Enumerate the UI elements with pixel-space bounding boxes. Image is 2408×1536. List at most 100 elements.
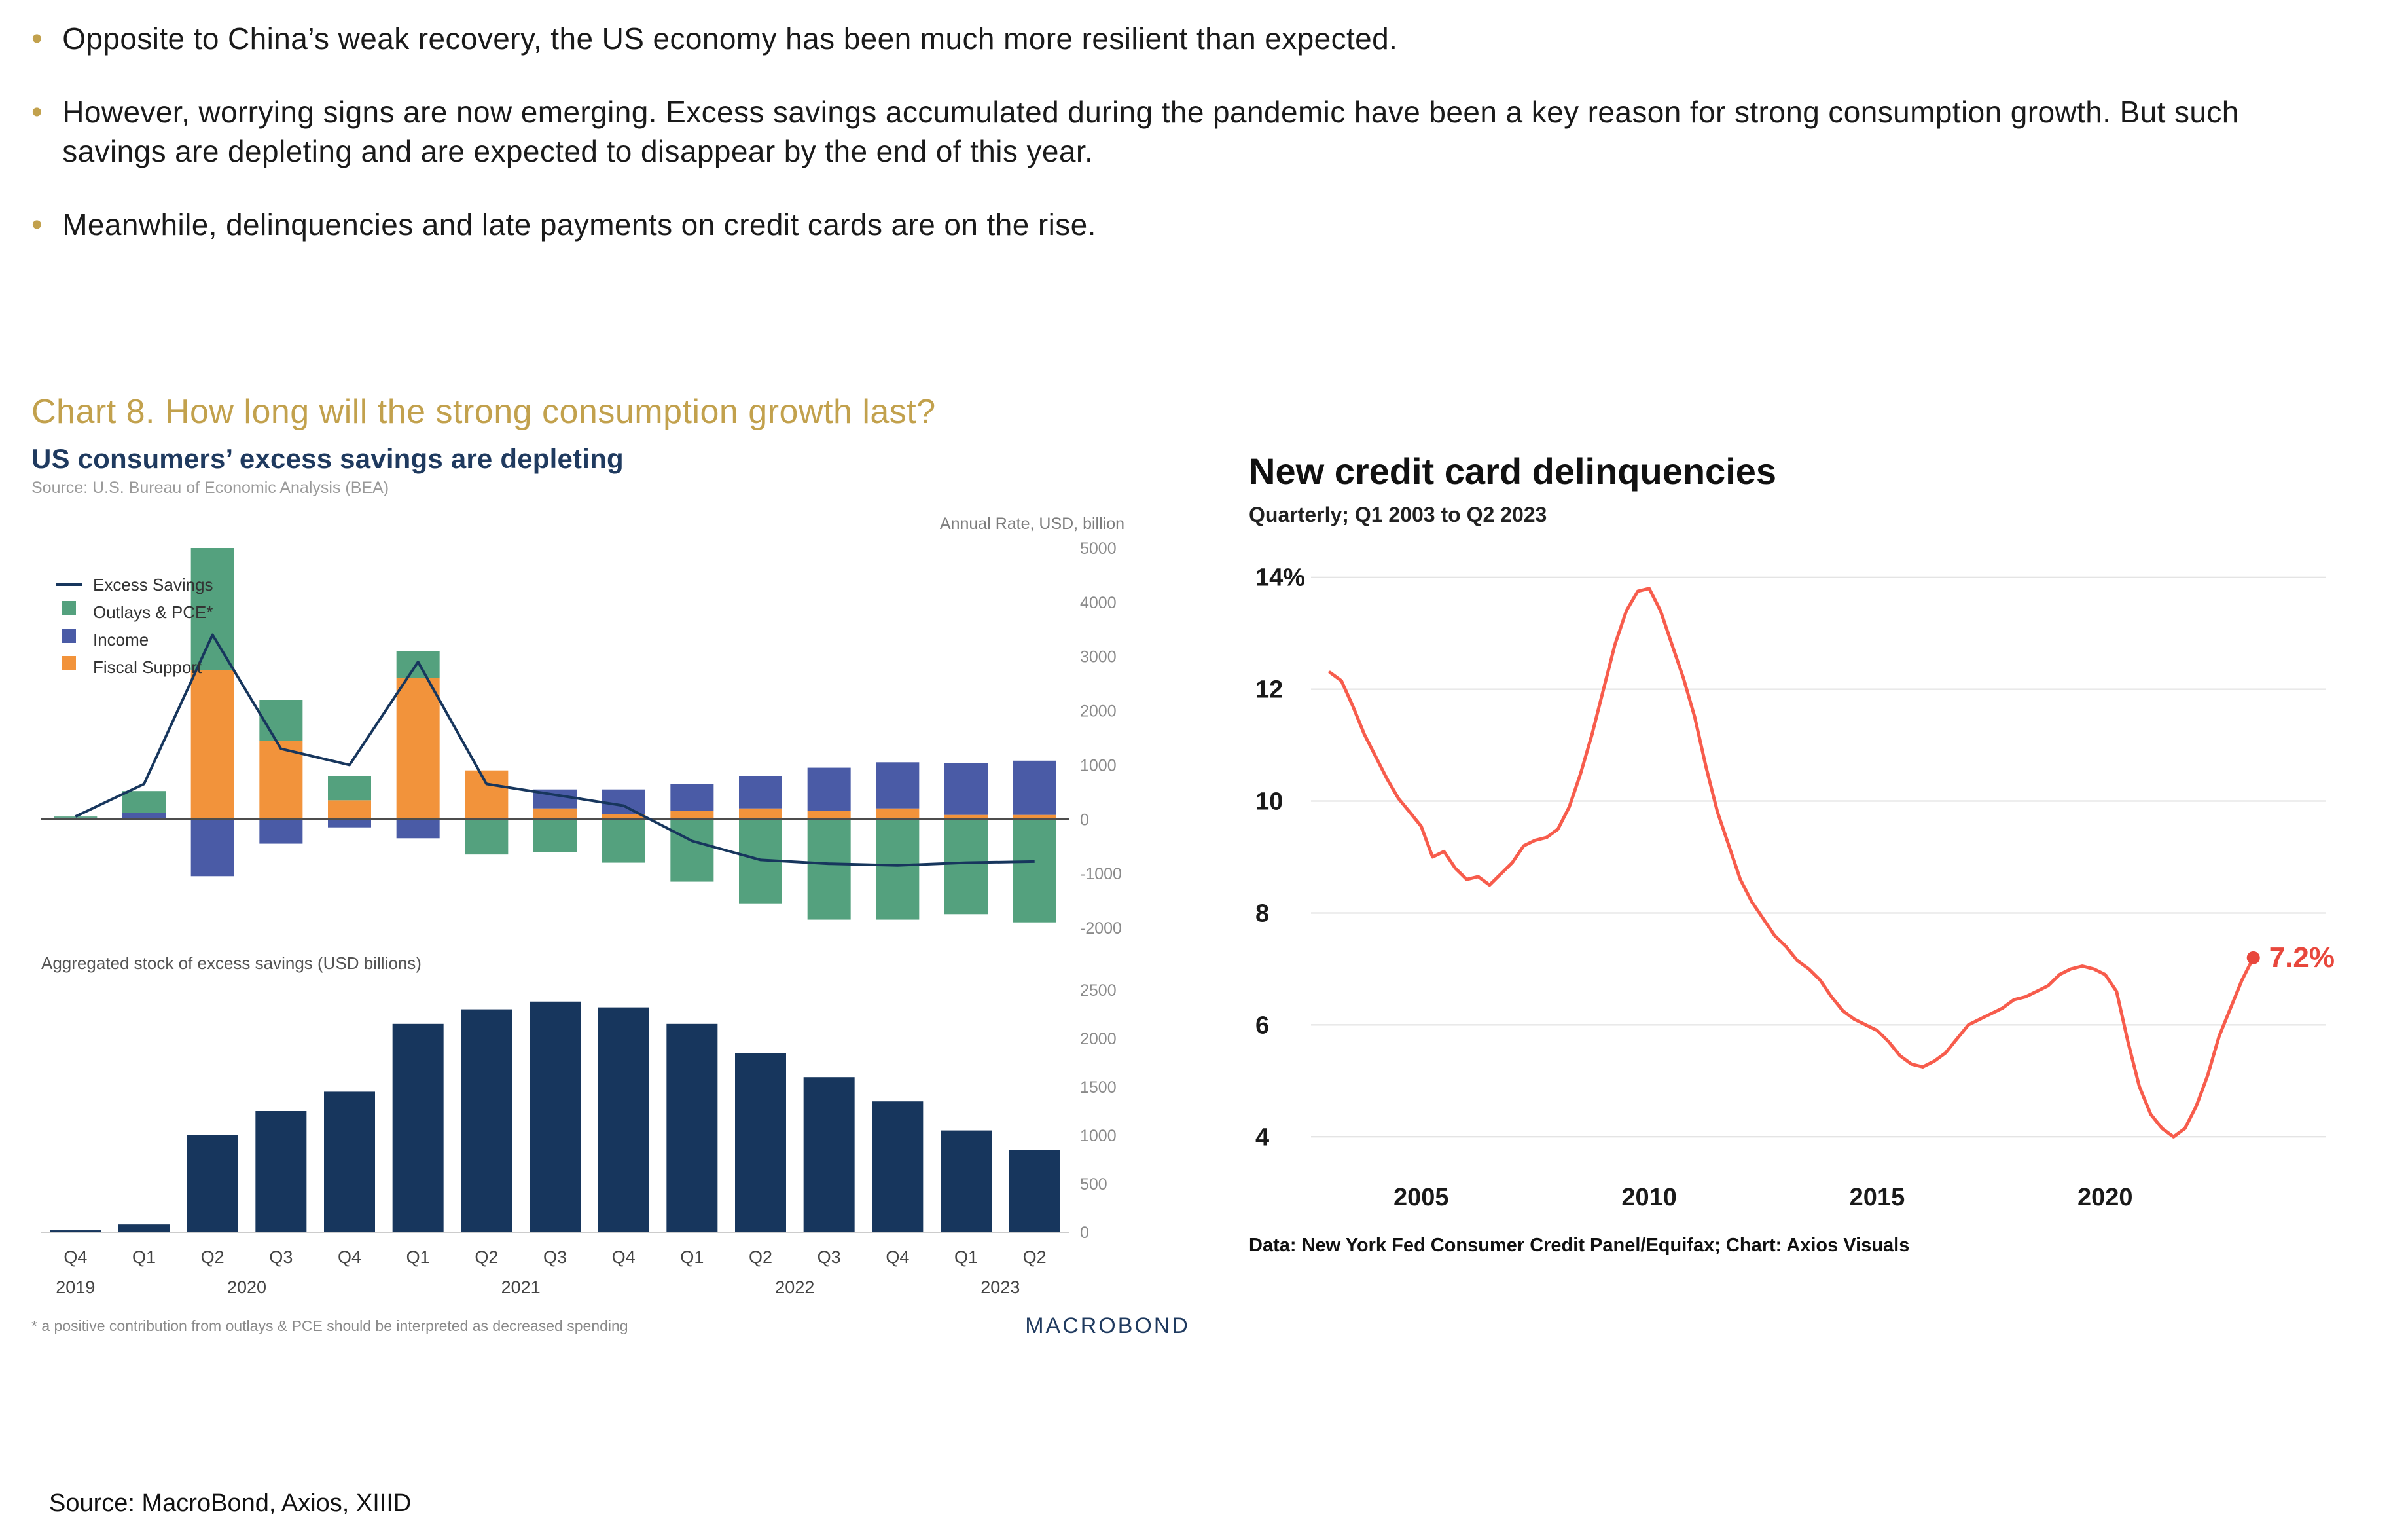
svg-text:1500: 1500 — [1080, 1078, 1117, 1097]
quarter-label: Q2 — [475, 1247, 498, 1267]
stacked-bar-segment — [739, 775, 782, 809]
x-tick-label: 2005 — [1393, 1184, 1449, 1211]
right-chart-title: New credit card delinquencies — [1249, 450, 1777, 492]
legend-color-swatch — [62, 600, 76, 615]
stacked-bar-segment — [807, 811, 851, 819]
quarter-label: Q4 — [886, 1247, 909, 1267]
year-label: 2020 — [227, 1277, 266, 1297]
x-tick-label: 2010 — [1621, 1184, 1677, 1211]
stacked-bar-segment — [602, 813, 645, 819]
svg-text:0: 0 — [1080, 1224, 1089, 1242]
svg-text:-2000: -2000 — [1080, 919, 1122, 938]
stacked-bar-segment — [670, 784, 714, 811]
stacked-bar-segment — [533, 808, 577, 819]
bullet-marker-icon: • — [31, 207, 43, 242]
stacked-bar-segment — [807, 767, 851, 811]
stock-bar — [324, 1091, 375, 1232]
gridlines: 14% 12 10 8 6 4 — [1255, 564, 2326, 1151]
x-tick-labels: 2005 2010 2015 2020 — [1393, 1184, 2133, 1211]
stacked-bar-segment — [190, 670, 234, 819]
stacked-bar-segment — [670, 818, 714, 882]
bullet-text: Opposite to China’s weak recovery, the U… — [62, 22, 1398, 56]
bottom-panel-bars — [50, 1001, 1060, 1232]
stacked-bar-segment — [259, 740, 303, 819]
svg-text:2500: 2500 — [1080, 981, 1117, 1000]
bullet-text: However, worrying signs are now emerging… — [62, 95, 2239, 168]
legend: Excess Savings Outlays & PCE* Income Fiscal… — [56, 575, 213, 677]
quarter-label: Q4 — [338, 1247, 361, 1267]
stacked-bar-segment — [602, 818, 645, 863]
charts-row: US consumers’ excess savings are depleti… — [31, 443, 2408, 1339]
svg-text:1000: 1000 — [1080, 1127, 1117, 1145]
stock-bar — [461, 1009, 512, 1232]
stacked-bar-segment — [259, 818, 303, 844]
left-chart-source: Source: U.S. Bureau of Economic Analysis… — [31, 478, 389, 497]
end-point-dot — [2246, 951, 2260, 964]
left-chart-footer: * a positive contribution from outlays &… — [31, 1313, 1203, 1339]
svg-text:500: 500 — [1080, 1175, 1107, 1194]
x-tick-label: 2020 — [2077, 1184, 2133, 1211]
year-label: 2021 — [501, 1277, 541, 1297]
stacked-bar-segment — [876, 808, 920, 819]
stacked-bar-segment — [122, 790, 166, 813]
stock-bar — [735, 1052, 786, 1232]
stock-bar — [187, 1135, 238, 1232]
bullet-marker-icon: • — [31, 95, 43, 130]
stock-bar — [530, 1001, 581, 1232]
stacked-bar-segment — [876, 818, 920, 920]
legend-label: Fiscal Support — [93, 657, 202, 677]
chart-section-title: Chart 8. How long will the strong consum… — [31, 392, 936, 431]
bullet-item: • Meanwhile, delinquencies and late paym… — [31, 206, 2335, 245]
macrobond-logo: MACROBOND — [1025, 1313, 1190, 1338]
bullet-list: • Opposite to China’s weak recovery, the… — [0, 0, 2408, 245]
bottom-panel-label: Aggregated stock of excess savings (USD … — [41, 953, 422, 973]
stock-bar — [50, 1230, 101, 1232]
stock-bar — [941, 1130, 992, 1232]
quarter-label: Q1 — [132, 1247, 156, 1267]
legend-label: Excess Savings — [93, 575, 213, 594]
stacked-bar-segment — [1013, 760, 1056, 815]
svg-text:2000: 2000 — [1080, 1030, 1117, 1048]
delinquencies-chart: New credit card delinquencies Quarterly;… — [1249, 443, 2375, 1339]
left-chart-axis-note: Annual Rate, USD, billion — [939, 514, 1124, 533]
excess-savings-line — [75, 633, 1035, 867]
stacked-bar-segment — [1013, 818, 1056, 923]
stock-bar — [118, 1224, 170, 1232]
quarter-label: Q2 — [749, 1247, 772, 1267]
year-label: 2019 — [56, 1277, 95, 1297]
page-source: Source: MacroBond, Axios, XIIID — [49, 1490, 412, 1517]
year-label: 2022 — [775, 1277, 814, 1297]
stacked-bar-segment — [944, 814, 988, 819]
stock-bar — [392, 1023, 444, 1232]
delinquencies-svg: 14% 12 10 8 6 4 2005 2010 2015 2020 7.2% — [1255, 564, 2335, 1211]
quarter-label: Q3 — [269, 1247, 293, 1267]
stacked-bar-segment — [533, 818, 577, 852]
stacked-bar-segment — [465, 770, 509, 819]
svg-text:3000: 3000 — [1080, 648, 1117, 666]
stacked-bar-segment — [944, 818, 988, 914]
stock-bar — [255, 1110, 307, 1232]
svg-text:1000: 1000 — [1080, 756, 1117, 775]
stacked-bar-segment — [190, 547, 234, 670]
legend-label: Income — [93, 630, 149, 649]
quarter-label: Q4 — [612, 1247, 636, 1267]
excess-savings-chart: US consumers’ excess savings are depleti… — [31, 443, 1203, 1339]
stock-bar — [598, 1007, 649, 1232]
x-axis-labels: Q4 Q1 Q2 Q3 Q4 Q1 Q2 Q3 Q4 Q1 Q2 Q3 Q4 Q1 Q2 2019 2020 20… — [56, 1247, 1046, 1297]
stacked-bar-segment — [54, 816, 98, 818]
y-tick-label: 4 — [1255, 1124, 1269, 1151]
svg-text:4000: 4000 — [1080, 593, 1117, 612]
right-chart-subtitle: Quarterly; Q1 2003 to Q2 2023 — [1249, 502, 1547, 526]
y-tick-label: 8 — [1255, 900, 1269, 927]
y-tick-label: 6 — [1255, 1012, 1269, 1039]
stacked-bar-segment — [670, 811, 714, 819]
y-tick-label: 14% — [1255, 564, 1305, 591]
quarter-label: Q4 — [63, 1247, 87, 1267]
year-label: 2023 — [980, 1277, 1020, 1297]
svg-text:5000: 5000 — [1080, 539, 1117, 558]
right-chart-data-credit: Data: New York Fed Consumer Credit Panel… — [1249, 1234, 1910, 1256]
end-point-label: 7.2% — [2269, 941, 2335, 973]
stacked-bar-segment — [602, 789, 645, 814]
